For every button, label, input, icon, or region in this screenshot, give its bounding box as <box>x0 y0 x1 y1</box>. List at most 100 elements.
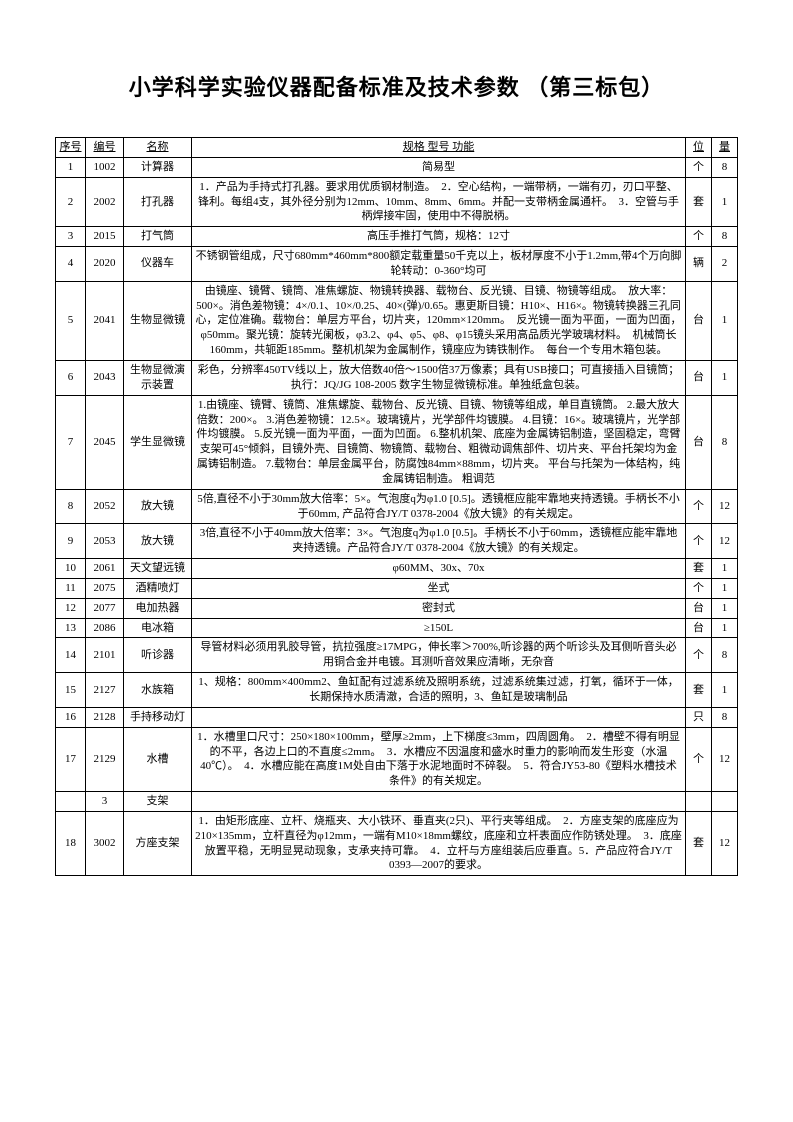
cell-name: 计算器 <box>124 157 192 177</box>
cell-qty: 12 <box>712 524 738 559</box>
cell-code: 2002 <box>86 177 124 227</box>
table-row: 32015打气筒高压手推打气筒，规格：12寸个8 <box>56 227 738 247</box>
cell-qty: 1 <box>712 598 738 618</box>
cell-seq: 8 <box>56 489 86 524</box>
cell-spec: 3倍,直径不小于40mm放大倍率：3×。气泡度q为φ1.0 [0.5]。手柄长不… <box>192 524 686 559</box>
cell-unit: 个 <box>686 157 712 177</box>
cell-spec: 密封式 <box>192 598 686 618</box>
cell-seq: 18 <box>56 811 86 875</box>
table-header-row: 序号 编号 名称 规格 型号 功能 位 量 <box>56 138 738 158</box>
table-row: 102061天文望远镜φ60MM、30x、70x套1 <box>56 559 738 579</box>
cell-code: 2052 <box>86 489 124 524</box>
cell-code: 2045 <box>86 395 124 489</box>
table-row: 183002方座支架1．由矩形底座、立杆、烧瓶夹、大小铁环、垂直夹(2只)、平行… <box>56 811 738 875</box>
cell-seq: 13 <box>56 618 86 638</box>
cell-spec: 坐式 <box>192 578 686 598</box>
cell-seq: 5 <box>56 281 86 360</box>
cell-seq: 7 <box>56 395 86 489</box>
cell-seq: 4 <box>56 247 86 282</box>
cell-unit <box>686 792 712 812</box>
cell-qty: 12 <box>712 489 738 524</box>
table-row: 42020仪器车不锈钢管组成，尺寸680mm*460mm*800额定载重量50千… <box>56 247 738 282</box>
cell-code: 1002 <box>86 157 124 177</box>
table-row: 142101听诊器导管材料必须用乳胶导管，抗拉强度≥17MPG，伸长率＞700%… <box>56 638 738 673</box>
cell-unit: 套 <box>686 673 712 708</box>
cell-unit: 台 <box>686 395 712 489</box>
cell-unit: 个 <box>686 524 712 559</box>
cell-name: 电加热器 <box>124 598 192 618</box>
cell-qty: 8 <box>712 157 738 177</box>
cell-unit: 套 <box>686 177 712 227</box>
table-row: 172129水槽1．水槽里口尺寸：250×180×100mm，壁厚≥2mm，上下… <box>56 727 738 791</box>
header-spec: 规格 型号 功能 <box>192 138 686 158</box>
cell-code: 2015 <box>86 227 124 247</box>
cell-name: 放大镜 <box>124 489 192 524</box>
cell-spec: 彩色，分辨率450TV线以上，放大倍数40倍～1500倍37万像素；具有USB接… <box>192 360 686 395</box>
cell-spec: 5倍,直径不小于30mm放大倍率：5×。气泡度q为φ1.0 [0.5]。透镜框应… <box>192 489 686 524</box>
table-row: 3支架 <box>56 792 738 812</box>
cell-spec: φ60MM、30x、70x <box>192 559 686 579</box>
page-title: 小学科学实验仪器配备标准及技术参数 （第三标包） <box>55 70 738 102</box>
cell-qty: 8 <box>712 707 738 727</box>
table-row: 162128手持移动灯只8 <box>56 707 738 727</box>
cell-qty: 1 <box>712 673 738 708</box>
cell-spec: 1．由矩形底座、立杆、烧瓶夹、大小铁环、垂直夹(2只)、平行夹等组成。 2．方座… <box>192 811 686 875</box>
cell-code: 2077 <box>86 598 124 618</box>
cell-qty: 1 <box>712 578 738 598</box>
table-row: 112075酒精喷灯坐式个1 <box>56 578 738 598</box>
cell-spec: ≥150L <box>192 618 686 638</box>
cell-seq: 12 <box>56 598 86 618</box>
cell-name: 酒精喷灯 <box>124 578 192 598</box>
cell-name: 天文望远镜 <box>124 559 192 579</box>
cell-spec: 1．水槽里口尺寸：250×180×100mm，壁厚≥2mm，上下梯度≤3mm，四… <box>192 727 686 791</box>
cell-unit: 台 <box>686 281 712 360</box>
cell-qty: 1 <box>712 559 738 579</box>
table-row: 82052放大镜5倍,直径不小于30mm放大倍率：5×。气泡度q为φ1.0 [0… <box>56 489 738 524</box>
cell-seq: 3 <box>56 227 86 247</box>
cell-qty: 8 <box>712 395 738 489</box>
cell-name: 手持移动灯 <box>124 707 192 727</box>
cell-unit: 台 <box>686 618 712 638</box>
header-unit: 位 <box>686 138 712 158</box>
cell-unit: 辆 <box>686 247 712 282</box>
cell-name: 生物显微镜 <box>124 281 192 360</box>
cell-seq: 11 <box>56 578 86 598</box>
header-code: 编号 <box>86 138 124 158</box>
cell-seq: 17 <box>56 727 86 791</box>
cell-seq: 14 <box>56 638 86 673</box>
cell-qty: 2 <box>712 247 738 282</box>
table-row: 152127水族箱1、规格：800mm×400mm2、鱼缸配有过滤系统及照明系统… <box>56 673 738 708</box>
cell-spec: 1.由镜座、镜臂、镜筒、准焦螺旋、载物台、反光镜、目镜、物镜等组成，单目直镜筒。… <box>192 395 686 489</box>
cell-name: 方座支架 <box>124 811 192 875</box>
cell-code: 2101 <box>86 638 124 673</box>
table-row: 132086电冰箱≥150L台1 <box>56 618 738 638</box>
cell-unit: 个 <box>686 227 712 247</box>
cell-code: 2075 <box>86 578 124 598</box>
cell-name: 打气筒 <box>124 227 192 247</box>
header-qty: 量 <box>712 138 738 158</box>
cell-seq: 1 <box>56 157 86 177</box>
cell-spec: 不锈钢管组成，尺寸680mm*460mm*800额定载重量50千克以上，板材厚度… <box>192 247 686 282</box>
table-row: 52041生物显微镜由镜座、镜臂、镜筒、准焦螺旋、物镜转换器、载物台、反光镜、目… <box>56 281 738 360</box>
cell-code: 2041 <box>86 281 124 360</box>
cell-code: 2043 <box>86 360 124 395</box>
cell-unit: 套 <box>686 559 712 579</box>
table-row: 22002打孔器1．产品为手持式打孔器。要求用优质钢材制造。 2．空心结构，一端… <box>56 177 738 227</box>
cell-spec: 1．产品为手持式打孔器。要求用优质钢材制造。 2．空心结构，一端带柄，一端有刃，… <box>192 177 686 227</box>
cell-name: 水族箱 <box>124 673 192 708</box>
cell-spec: 1、规格：800mm×400mm2、鱼缸配有过滤系统及照明系统，过滤系统集过滤，… <box>192 673 686 708</box>
cell-name: 水槽 <box>124 727 192 791</box>
cell-unit: 个 <box>686 727 712 791</box>
cell-seq: 15 <box>56 673 86 708</box>
cell-name: 电冰箱 <box>124 618 192 638</box>
cell-seq: 6 <box>56 360 86 395</box>
cell-seq <box>56 792 86 812</box>
header-name: 名称 <box>124 138 192 158</box>
cell-unit: 个 <box>686 489 712 524</box>
cell-unit: 只 <box>686 707 712 727</box>
cell-code: 2086 <box>86 618 124 638</box>
cell-spec: 高压手推打气筒，规格：12寸 <box>192 227 686 247</box>
cell-unit: 个 <box>686 578 712 598</box>
cell-qty: 1 <box>712 177 738 227</box>
cell-unit: 个 <box>686 638 712 673</box>
